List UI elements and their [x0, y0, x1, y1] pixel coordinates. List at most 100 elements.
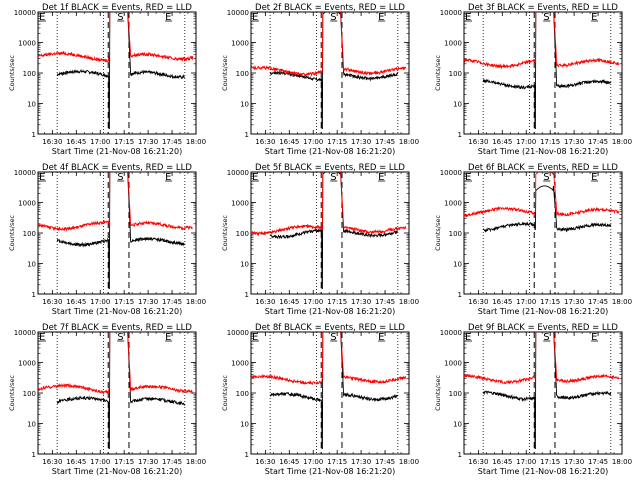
y-tick-label: 100 [449, 390, 462, 398]
x-tick-label: 17:00 [90, 138, 110, 146]
y-tick-label: 1000 [18, 40, 36, 48]
y-tick-label: 10000 [227, 9, 249, 17]
x-tick-label: 17:15 [327, 458, 347, 466]
x-tick-label: 17:00 [303, 298, 323, 306]
x-tick-label: 17:00 [516, 458, 536, 466]
y-tick-label: 10 [240, 261, 249, 269]
x-tick-label: 16:30 [42, 138, 62, 146]
chart-title: Det 1f BLACK = Events, RED = LLD [42, 3, 192, 13]
y-tick-label: 10 [240, 421, 249, 429]
x-tick-label: 18:00 [186, 298, 206, 306]
event-marker: S [543, 172, 549, 183]
y-tick-label: 10 [453, 101, 462, 109]
event-marker: E [39, 12, 45, 23]
x-tick-label: 17:15 [327, 138, 347, 146]
event-marker: S [117, 172, 123, 183]
event-marker: S [330, 332, 336, 343]
x-tick-label: 18:00 [612, 458, 632, 466]
event-marker: S [330, 172, 336, 183]
event-marker: E [165, 332, 171, 343]
x-tick-label: 17:45 [162, 298, 182, 306]
x-tick-label: 16:45 [492, 138, 512, 146]
y-axis-label: Counts/sec [434, 55, 442, 91]
y-tick-label: 10000 [440, 169, 462, 177]
chart-title: Det 2f BLACK = Events, RED = LLD [255, 3, 405, 13]
event-marker: E [378, 332, 384, 343]
y-tick-label: 1000 [231, 200, 249, 208]
x-tick-label: 17:30 [351, 138, 371, 146]
x-tick-label: 17:30 [138, 138, 158, 146]
y-tick-label: 1 [245, 451, 249, 459]
y-axis-label: Counts/sec [8, 55, 16, 91]
x-tick-label: 17:15 [114, 458, 134, 466]
event-marker: E [591, 332, 597, 343]
y-tick-label: 10 [240, 101, 249, 109]
plot-frame [37, 331, 197, 455]
x-tick-label: 16:30 [255, 138, 275, 146]
y-tick-label: 100 [449, 230, 462, 238]
y-tick-label: 100 [23, 70, 36, 78]
y-tick-label: 1000 [18, 200, 36, 208]
y-tick-label: 1000 [444, 200, 462, 208]
x-tick-label: 18:00 [612, 138, 632, 146]
chart-panel: Det 6f BLACK = Events, RED = LLD Counts/s… [434, 163, 632, 316]
lld-series-line [38, 172, 193, 232]
y-tick-label: 10 [27, 421, 36, 429]
x-tick-label: 16:45 [66, 458, 86, 466]
y-tick-label: 100 [236, 230, 249, 238]
x-tick-label: 17:30 [564, 458, 584, 466]
x-tick-label: 17:30 [351, 458, 371, 466]
y-tick-label: 1000 [444, 40, 462, 48]
event-marker: E [465, 332, 471, 343]
x-axis-label: Start Time (21-Nov-08 16:21:20) [52, 307, 182, 316]
x-tick-label: 16:30 [255, 298, 275, 306]
y-tick-label: 100 [23, 390, 36, 398]
chart-title: Det 5f BLACK = Events, RED = LLD [255, 163, 405, 173]
x-tick-label: 17:00 [90, 298, 110, 306]
x-tick-label: 17:15 [540, 458, 560, 466]
x-tick-label: 18:00 [186, 458, 206, 466]
chart-title: Det 7f BLACK = Events, RED = LLD [42, 323, 192, 333]
x-tick-label: 17:30 [138, 458, 158, 466]
event-marker: E [252, 12, 258, 23]
y-tick-label: 1 [458, 451, 462, 459]
event-marker: S [543, 12, 549, 23]
chart-panel: Det 5f BLACK = Events, RED = LLD Counts/s… [221, 163, 419, 316]
y-axis-label: Counts/sec [8, 375, 16, 411]
x-tick-label: 17:45 [162, 458, 182, 466]
event-marker: E [591, 172, 597, 183]
x-tick-label: 17:45 [588, 298, 608, 306]
x-tick-label: 16:45 [492, 458, 512, 466]
lld-series-line [38, 332, 194, 396]
y-tick-label: 1 [458, 291, 462, 299]
x-tick-label: 17:15 [540, 298, 560, 306]
y-tick-label: 10000 [14, 329, 36, 337]
event-marker: E [165, 172, 171, 183]
y-tick-label: 1000 [231, 40, 249, 48]
x-tick-label: 16:45 [492, 298, 512, 306]
y-tick-label: 1 [245, 131, 249, 139]
x-tick-label: 17:30 [351, 298, 371, 306]
y-tick-label: 1 [32, 291, 36, 299]
x-tick-label: 16:45 [279, 138, 299, 146]
y-tick-label: 10000 [14, 9, 36, 17]
x-axis-label: Start Time (21-Nov-08 16:21:20) [265, 467, 395, 476]
x-tick-label: 16:30 [255, 458, 275, 466]
event-marker: E [252, 332, 258, 343]
x-tick-label: 16:45 [279, 298, 299, 306]
x-tick-label: 18:00 [399, 138, 419, 146]
lld-series-line [251, 12, 407, 78]
x-tick-label: 17:30 [564, 138, 584, 146]
x-tick-label: 17:00 [303, 458, 323, 466]
event-marker: E [591, 12, 597, 23]
y-tick-label: 1 [458, 131, 462, 139]
events-series-line [56, 12, 185, 130]
y-tick-label: 1 [32, 131, 36, 139]
y-tick-label: 10 [27, 101, 36, 109]
chart-title: Det 4f BLACK = Events, RED = LLD [42, 163, 192, 173]
events-series-line [269, 12, 399, 130]
chart-panel: Det 3f BLACK = Events, RED = LLD Counts/s… [434, 3, 632, 156]
y-tick-label: 1 [245, 291, 249, 299]
x-tick-label: 16:30 [42, 458, 62, 466]
